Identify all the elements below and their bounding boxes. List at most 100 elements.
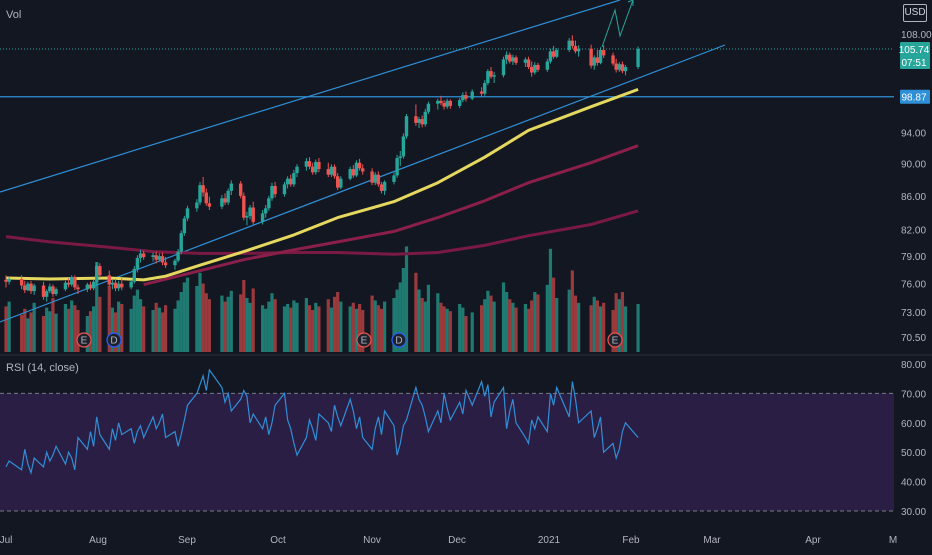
volume-bar [376,305,380,352]
volume-bar [163,305,168,352]
volume-bar [223,301,227,352]
dividend-marker: D [106,332,122,348]
volume-indicator-label[interactable]: Vol [6,9,22,21]
volume-bar [357,304,362,352]
volume-bar [239,294,243,352]
volume-bar [332,296,337,352]
volume-bar [142,306,146,352]
candle-body [636,49,640,67]
candle-body [198,185,202,203]
candle-body [116,283,121,289]
candle-body [95,266,99,282]
volume-bar [329,307,334,352]
volume-bar [595,300,599,352]
candle-body [151,255,155,258]
currency-button[interactable]: USD [903,4,927,22]
volume-bar [95,262,99,352]
candle-body [19,278,24,286]
candle-body [351,169,356,176]
price-axis-label: 86.00 [901,192,926,203]
event-marker-letter: D [395,336,402,347]
candle-body [348,169,352,179]
volume-bar [76,310,80,352]
candle-body [479,91,484,94]
candle-body [551,51,556,57]
volume-bar [204,293,208,352]
volume-bar [229,290,233,352]
candle-body [401,136,406,157]
volume-bar [132,295,136,352]
candle-body [335,176,340,188]
candle-body [264,208,268,214]
earnings-marker: E [607,332,623,348]
volume-bar [26,318,30,352]
candle-body [598,49,603,63]
volume-bar [176,300,180,352]
volume-bar [461,307,465,352]
volume-bar [107,286,111,352]
candle-body [470,91,474,99]
candle-body [354,162,359,176]
volume-bar [182,282,186,352]
candle-body [464,95,468,99]
candle-body [132,268,136,282]
candle-body [154,255,158,260]
volume-bar [198,272,202,352]
candle-body [238,183,243,196]
volume-bar [458,304,462,352]
volume-bar [54,313,58,352]
volume-bar [92,306,96,352]
volume-bar [242,280,246,352]
moving-average-fast-line [5,87,639,282]
candle-body [570,40,575,46]
candle-body [270,185,274,199]
candle-body [511,57,515,62]
candle-body [242,195,246,218]
event-marker-letter: E [612,336,619,347]
trendline-upper [0,0,621,193]
candle-body [201,185,205,193]
volume-bar [373,300,377,352]
candle-body [48,286,52,292]
volume-bar [530,300,534,352]
candle-body [376,174,381,185]
volume-bar [151,310,155,352]
candle-body [382,181,387,191]
dividend-marker-circle [106,332,122,348]
volume-bar [404,246,409,352]
candle-body [73,277,77,288]
price-axis-label: 73.00 [901,308,926,319]
volume-bar [464,316,468,352]
candle-body [182,218,187,234]
candle-body [85,284,90,290]
volume-bar [483,299,487,352]
candle-body [129,281,133,288]
volume-bar [251,288,255,352]
candle-body [51,286,55,294]
time-axis-label: Feb [622,535,640,546]
candle-body [54,289,58,294]
rsi-indicator-label[interactable]: RSI (14, close) [6,362,79,374]
candle-body [63,282,68,290]
candle-body [601,49,606,56]
candle-body [66,282,71,285]
candle-body [548,51,553,62]
volume-bar [611,310,615,352]
volume-bar [348,306,352,352]
candle-body [251,207,255,222]
candle-body [508,54,512,62]
candle-body [32,285,36,292]
candle-body [173,260,177,266]
time-axis-label: Apr [805,535,821,546]
volume-bar [295,302,299,352]
volume-bar [470,312,474,352]
rsi-axis-label: 40.00 [901,478,926,489]
candle-body [595,57,600,63]
candle-body [617,64,621,70]
level-price-tag [900,89,930,104]
volume-bar [73,305,77,352]
candle-body [529,66,534,73]
volume-bar [361,310,365,352]
